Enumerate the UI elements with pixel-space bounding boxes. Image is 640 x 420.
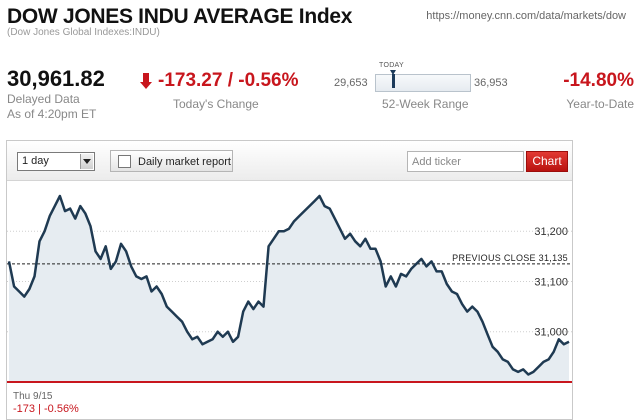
delayed-note: Delayed Data As of 4:20pm ET	[7, 92, 96, 122]
last-price: 30,961.82	[7, 66, 105, 91]
daily-report-toggle[interactable]: Daily market report	[110, 150, 233, 172]
y-tick-label: 31,100	[534, 276, 568, 288]
footer-date: Thu 9/15	[13, 391, 53, 402]
as-of-time: As of 4:20pm ET	[7, 107, 97, 121]
chevron-down-icon[interactable]	[80, 154, 93, 169]
todays-change-label: Today's Change	[173, 97, 259, 111]
price-area	[9, 196, 569, 382]
delayed-label: Delayed Data	[7, 92, 80, 106]
period-select[interactable]: 1 day	[17, 152, 95, 171]
range-low: 29,653	[334, 77, 368, 89]
y-tick-label: 31,000	[534, 327, 568, 339]
add-ticker-input[interactable]	[407, 151, 524, 172]
chart-toolbar: 1 day Daily market report Chart	[7, 141, 572, 181]
price-line	[7, 194, 570, 376]
page-subtitle: (Dow Jones Global Indexes:INDU)	[7, 27, 160, 38]
ytd-change: -14.80%	[563, 70, 634, 91]
price-chart: 31,000 31,100 31,200 PREVIOUS CLOSE 31,135	[7, 194, 572, 383]
ytd-label: Year-to-Date	[566, 97, 634, 111]
range-marker-icon	[389, 70, 397, 88]
period-value: 1 day	[22, 155, 49, 167]
footer-change: -173 | -0.56%	[13, 403, 79, 415]
previous-close-label: PREVIOUS CLOSE 31,135	[452, 253, 568, 263]
todays-change: -173.27 / -0.56%	[140, 70, 298, 92]
chart-button[interactable]: Chart	[526, 151, 568, 172]
down-arrow-icon	[140, 72, 152, 90]
axis-labels: 31,000 31,100 31,200 PREVIOUS CLOSE 31,135	[452, 226, 568, 339]
range-today-label: TODAY	[379, 62, 404, 69]
page-title: DOW JONES INDU AVERAGE Index	[7, 5, 353, 28]
y-tick-label: 31,200	[534, 226, 568, 238]
range-high: 36,953	[474, 77, 508, 89]
todays-change-value: -173.27 / -0.56%	[158, 70, 299, 91]
range-label: 52-Week Range	[382, 97, 469, 111]
daily-report-label: Daily market report	[138, 156, 231, 168]
source-url[interactable]: https://money.cnn.com/data/markets/dow	[426, 10, 626, 22]
chart-panel: 1 day Daily market report Chart 31,00031…	[6, 140, 573, 420]
range-bar	[375, 74, 471, 92]
checkbox-icon[interactable]	[118, 155, 131, 168]
